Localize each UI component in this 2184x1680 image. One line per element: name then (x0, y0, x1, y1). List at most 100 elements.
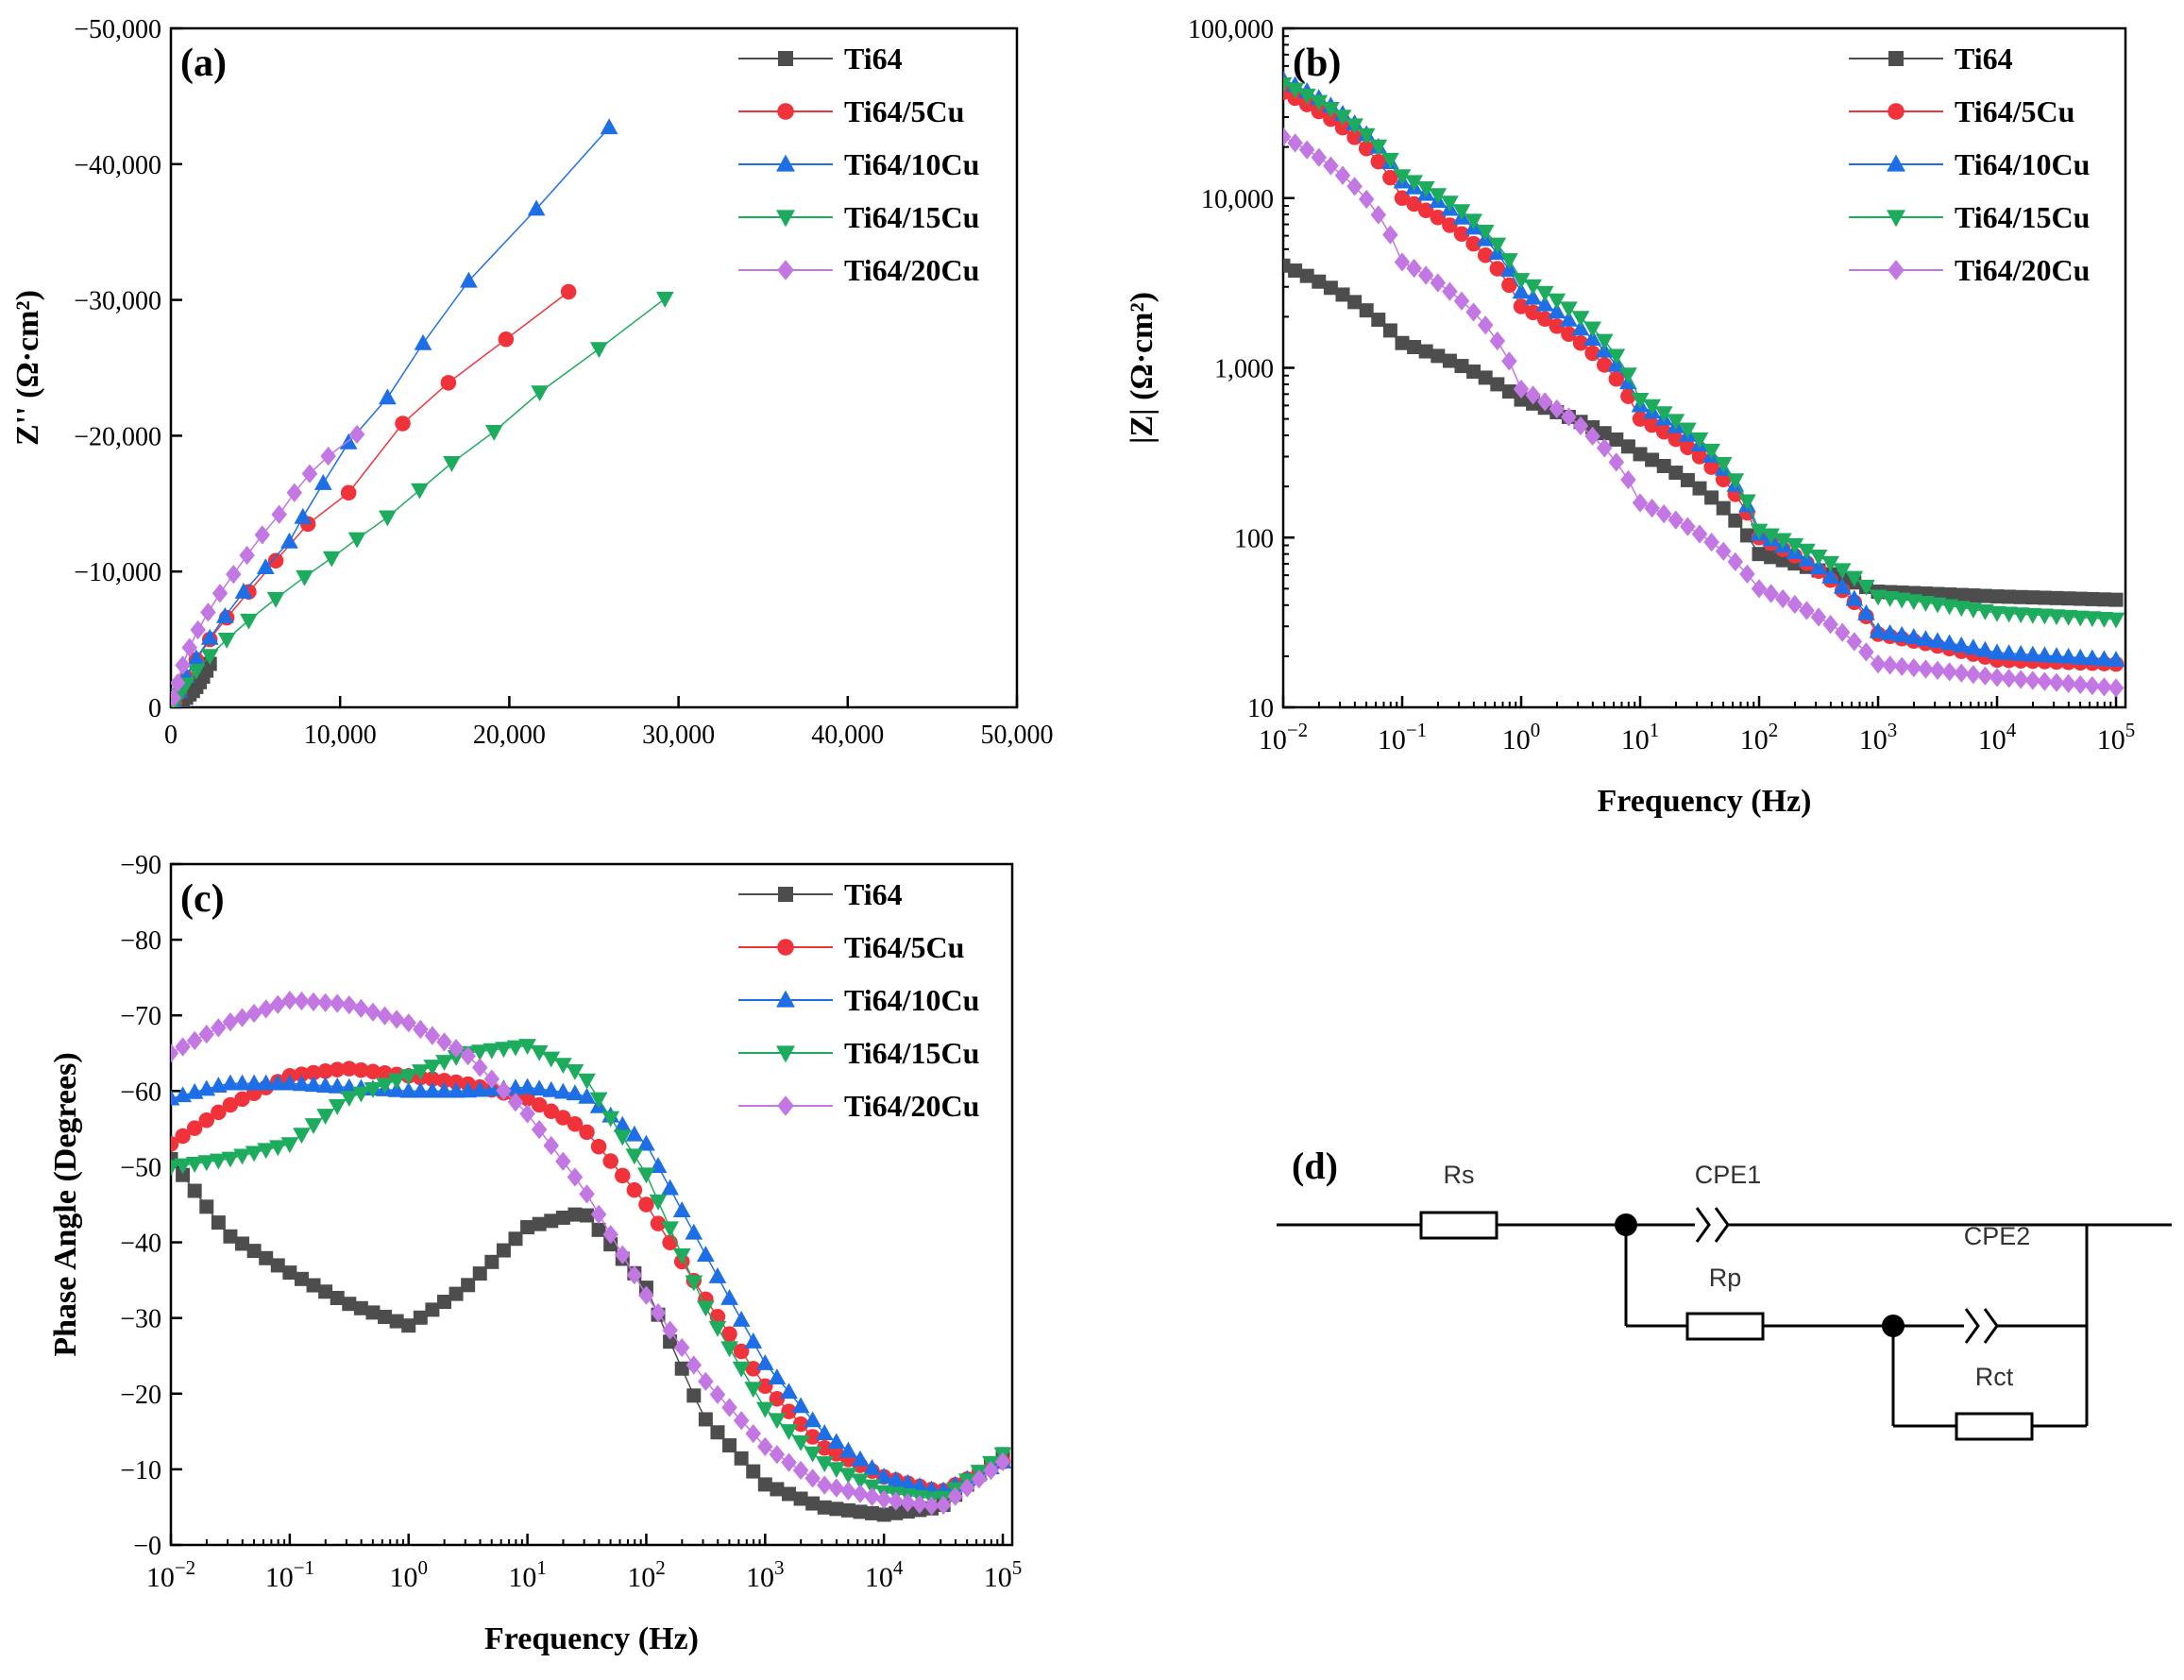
data-point (1845, 589, 1864, 606)
data-point (637, 1134, 655, 1151)
data-point (484, 1254, 499, 1269)
data-point (864, 1486, 880, 1506)
data-point (1478, 370, 1493, 385)
label-cpe1: CPE1 (1695, 1161, 1762, 1189)
data-point (217, 632, 236, 649)
data-point (329, 993, 346, 1013)
y-tick-label: −50,000 (74, 15, 161, 44)
data-point (655, 292, 674, 308)
data-point (804, 1429, 821, 1445)
data-point (1561, 326, 1577, 343)
plot-frame (169, 26, 1019, 709)
data-point (222, 1096, 239, 1113)
data-point (226, 564, 242, 585)
data-point (2085, 591, 2100, 606)
data-point (1464, 213, 1482, 230)
data-point (638, 1285, 654, 1305)
data-point (1323, 110, 1339, 127)
legend-marker (777, 939, 794, 956)
y-tick-label: −70 (120, 1002, 161, 1031)
data-point (1845, 570, 1864, 587)
data-point (1809, 550, 1828, 566)
data-point (1798, 543, 1816, 560)
data-point (626, 1181, 643, 1198)
series-ti64-20cu (1283, 127, 2125, 698)
data-point (734, 1451, 749, 1466)
data-point (1869, 621, 1888, 638)
data-point (449, 1286, 464, 1301)
data-point (2048, 672, 2065, 692)
data-point (1799, 601, 1815, 620)
data-point (674, 1361, 689, 1376)
data-point (424, 1071, 441, 1087)
data-point (708, 1320, 727, 1337)
data-point (686, 1388, 702, 1403)
data-point (353, 1061, 369, 1078)
data-point (440, 375, 457, 391)
data-point (365, 1305, 381, 1320)
y-tick-label: −30 (120, 1305, 161, 1334)
data-point (555, 1110, 571, 1126)
data-point (1370, 153, 1387, 170)
data-point (1346, 177, 1363, 196)
data-point (341, 1061, 358, 1077)
data-point (379, 510, 397, 527)
legend-marker (1888, 260, 1905, 280)
data-point (2073, 591, 2088, 606)
x-tick-label: 40,000 (811, 721, 884, 750)
data-point (498, 331, 515, 348)
data-point (507, 1092, 524, 1112)
legend-marker (777, 1095, 794, 1116)
data-point (1954, 587, 1969, 602)
data-point (1513, 379, 1530, 399)
data-point (1691, 449, 1708, 465)
data-point (744, 1382, 763, 1399)
data-point (1643, 399, 1661, 416)
data-point (1918, 659, 1934, 679)
data-point (527, 199, 546, 216)
data-point (212, 584, 229, 603)
data-point (1775, 552, 1790, 568)
data-point (443, 456, 461, 472)
data-point (1548, 293, 1566, 310)
data-point (2096, 592, 2111, 607)
data-point (815, 1424, 834, 1441)
panel-d-equivalent-circuit: (d) Rs CPE1 Rp CPE2 Rct (1277, 1145, 2172, 1441)
data-point (293, 1128, 311, 1145)
data-point (378, 1309, 393, 1324)
data-point (2049, 590, 2064, 605)
data-point (1442, 281, 1458, 301)
data-point (615, 1245, 631, 1264)
data-point (1560, 310, 1578, 327)
legend-label: Ti64 (844, 877, 903, 911)
data-point (827, 1433, 846, 1450)
data-point (865, 1505, 880, 1520)
data-point (1645, 452, 1660, 467)
data-point (364, 1002, 381, 1022)
data-point (553, 1058, 572, 1075)
cpe1-symbol (1714, 1207, 1730, 1243)
data-point (1644, 416, 1660, 433)
data-point (1283, 76, 1293, 93)
x-tick-label: 103 (746, 1556, 785, 1593)
data-point (876, 1507, 891, 1522)
data-point (1966, 588, 1981, 603)
data-point (650, 1302, 667, 1323)
plot-frame (169, 862, 1014, 1547)
data-point (1763, 584, 1779, 603)
data-point (1619, 367, 1637, 384)
data-point (1952, 636, 1971, 653)
data-point (1417, 265, 1434, 285)
data-point (447, 1081, 466, 1098)
data-point (1393, 169, 1412, 186)
data-point (672, 1201, 691, 1218)
data-point (223, 1229, 238, 1244)
data-point (2083, 611, 2102, 628)
data-point (817, 1500, 832, 1515)
data-point (200, 628, 219, 645)
data-point (1525, 304, 1541, 321)
data-point (411, 483, 429, 500)
data-point (256, 558, 275, 575)
data-point (1477, 246, 1494, 263)
x-tick-label: 105 (984, 1556, 1023, 1593)
